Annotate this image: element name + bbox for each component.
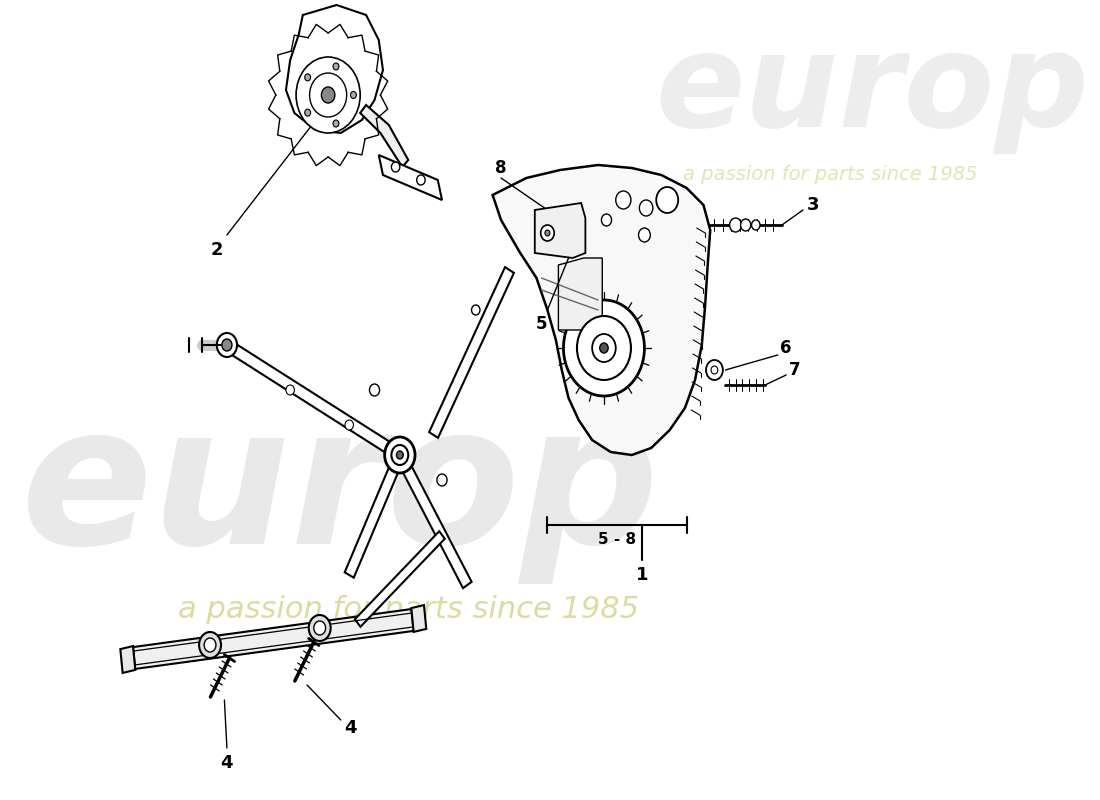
Circle shape [333, 63, 339, 70]
Circle shape [309, 73, 346, 117]
Circle shape [602, 214, 612, 226]
Circle shape [472, 305, 480, 315]
Text: a passion for parts since 1985: a passion for parts since 1985 [683, 166, 977, 185]
Circle shape [321, 87, 334, 103]
Circle shape [392, 162, 399, 172]
Text: a passion for parts since 1985: a passion for parts since 1985 [178, 595, 639, 625]
Circle shape [592, 334, 616, 362]
Circle shape [740, 219, 750, 231]
Circle shape [305, 109, 310, 116]
Circle shape [205, 638, 216, 652]
Circle shape [657, 187, 679, 213]
Circle shape [370, 384, 379, 396]
Polygon shape [411, 605, 427, 632]
Polygon shape [396, 452, 472, 588]
Circle shape [392, 445, 408, 465]
Circle shape [544, 230, 550, 236]
Circle shape [616, 191, 631, 209]
Text: 3: 3 [807, 196, 820, 214]
Text: 1: 1 [636, 566, 649, 584]
Circle shape [305, 74, 310, 81]
Circle shape [286, 385, 295, 395]
Circle shape [199, 632, 221, 658]
Circle shape [541, 225, 554, 241]
Polygon shape [429, 267, 514, 438]
Circle shape [314, 621, 326, 635]
Polygon shape [559, 258, 603, 330]
Circle shape [345, 420, 353, 430]
Circle shape [396, 451, 404, 459]
Polygon shape [133, 609, 414, 669]
Circle shape [333, 120, 339, 127]
Circle shape [751, 220, 760, 230]
Text: 8: 8 [495, 159, 507, 177]
Circle shape [578, 316, 631, 380]
Text: 6: 6 [780, 339, 792, 357]
Polygon shape [378, 155, 442, 200]
Circle shape [600, 343, 608, 353]
Polygon shape [120, 646, 135, 673]
Text: 4: 4 [344, 719, 358, 737]
Circle shape [417, 175, 425, 185]
Circle shape [729, 218, 741, 232]
Polygon shape [344, 452, 405, 578]
Polygon shape [355, 531, 444, 626]
Polygon shape [535, 203, 585, 258]
Circle shape [222, 339, 232, 351]
Circle shape [639, 200, 653, 216]
Text: 2: 2 [210, 241, 223, 259]
Circle shape [706, 360, 723, 380]
Circle shape [351, 91, 356, 98]
Circle shape [638, 228, 650, 242]
Circle shape [385, 437, 415, 473]
Circle shape [437, 474, 447, 486]
Text: 7: 7 [789, 361, 801, 379]
Text: 5 - 8: 5 - 8 [598, 533, 636, 547]
Circle shape [296, 57, 360, 133]
Circle shape [309, 615, 331, 641]
Polygon shape [493, 165, 711, 455]
Circle shape [711, 366, 718, 374]
Text: 4: 4 [221, 754, 233, 772]
Polygon shape [286, 5, 383, 133]
Circle shape [217, 333, 236, 357]
Circle shape [563, 300, 645, 396]
Text: europ: europ [21, 396, 660, 584]
Polygon shape [360, 105, 408, 167]
Text: europ: europ [656, 26, 1089, 154]
Text: 5: 5 [536, 315, 548, 333]
Polygon shape [224, 340, 403, 460]
